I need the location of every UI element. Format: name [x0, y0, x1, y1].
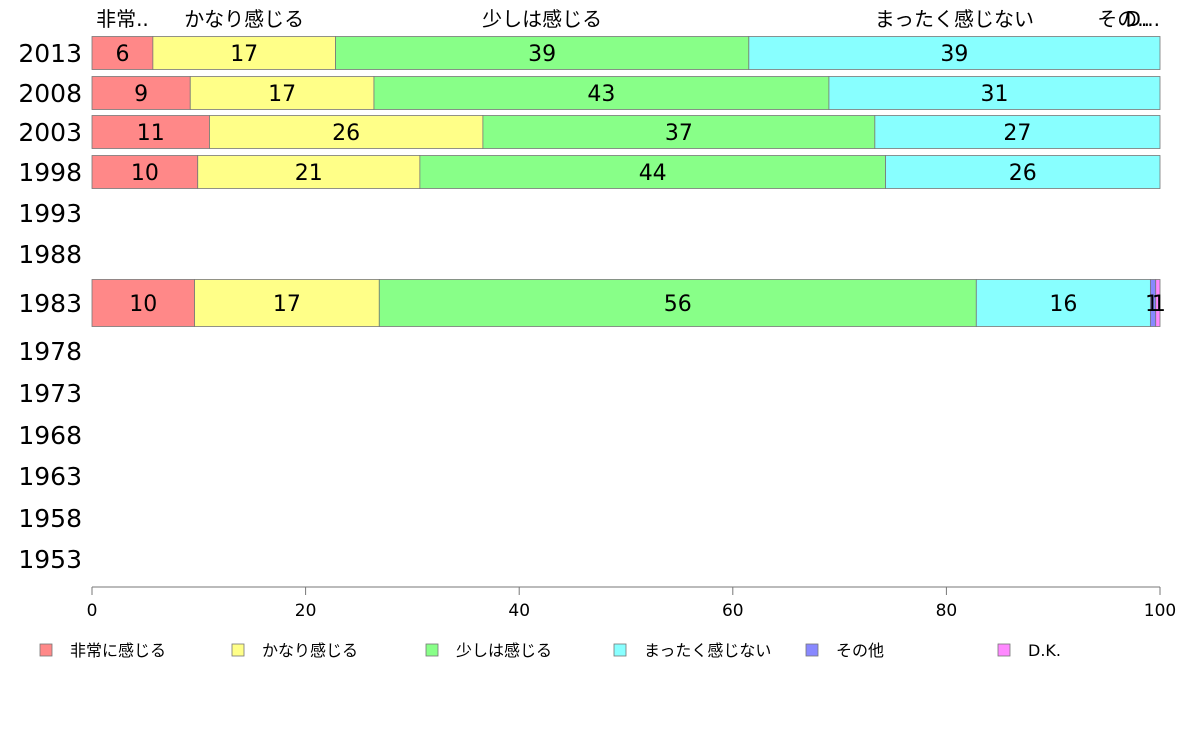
legend-label-1: かなり感じる [262, 641, 358, 660]
bar-2003-series-1 [209, 115, 484, 149]
bar-label-1983-series-2: 56 [664, 292, 692, 317]
bar-1983-series-2 [378, 279, 977, 327]
x-tick-label-20: 20 [295, 601, 317, 621]
bar-label-2003-series-2: 37 [665, 121, 693, 146]
legend: 非常に感じる かなり感じる 少しは感じる まったく感じない その他 D.K. [39, 641, 1061, 660]
top-label-5: D... [1126, 7, 1160, 31]
year-label-1983: 1983 [18, 289, 82, 318]
year-labels: 2013 2008 2003 1998 1993 1988 1983 1978 1973 1968… [18, 39, 82, 574]
year-label-1963: 1963 [18, 462, 82, 491]
legend-label-3: まったく感じない [644, 641, 771, 660]
x-tick-label-40: 40 [508, 601, 530, 621]
legend-swatch-0 [39, 643, 53, 657]
bar-label-1983-series-3: 16 [1049, 292, 1077, 317]
top-label-3: まったく感じない [875, 7, 1034, 31]
legend-label-4: その他 [836, 641, 884, 660]
bar-2003-series-2 [482, 115, 876, 149]
year-label-1968: 1968 [18, 421, 82, 450]
x-tick-label-80: 80 [936, 601, 958, 621]
x-tick-label-0: 0 [87, 601, 98, 621]
year-label-1998: 1998 [18, 158, 82, 187]
bar-1998-series-3 [885, 155, 1161, 189]
legend-label-0: 非常に感じる [70, 641, 166, 660]
bar-2003-series-0 [91, 115, 210, 149]
year-label-1953: 1953 [18, 545, 82, 574]
bar-label-2003-series-0: 11 [137, 121, 165, 146]
bar-2013-series-1 [152, 36, 336, 70]
bar-label-2013-series-3: 39 [940, 42, 968, 67]
bar-2008-series-1 [189, 76, 375, 110]
bar-label-2008-series-1: 17 [268, 82, 296, 107]
bar-2013-series-2 [335, 36, 750, 70]
x-tick-label-60: 60 [722, 601, 744, 621]
bar-label-2008-series-0: 9 [134, 82, 148, 107]
year-label-1978: 1978 [18, 337, 82, 366]
x-tick-label-100: 100 [1144, 601, 1176, 621]
year-label-2013: 2013 [18, 39, 82, 68]
bar-1998-series-0 [91, 155, 199, 189]
bar-label-2013-series-1: 17 [230, 42, 258, 67]
bar-1983-series-0 [91, 279, 195, 327]
top-label-2: 少しは感じる [482, 7, 602, 31]
bar-label-2008-series-2: 43 [587, 82, 615, 107]
year-label-1988: 1988 [18, 240, 82, 269]
bar-1998-series-2 [419, 155, 886, 189]
bar-label-1998-series-3: 26 [1009, 161, 1037, 186]
legend-swatch-1 [231, 643, 245, 657]
bar-2013-series-3 [748, 36, 1161, 70]
legend-swatch-2 [425, 643, 439, 657]
legend-label-2: 少しは感じる [456, 641, 552, 660]
bar-label-1983-series-5: 1 [1152, 292, 1166, 317]
bar-2008-series-2 [373, 76, 830, 110]
bar-2013-series-0 [91, 36, 154, 70]
year-label-2008: 2008 [18, 79, 82, 108]
bar-label-1998-series-2: 44 [639, 161, 667, 186]
bar-label-2013-series-2: 39 [528, 42, 556, 67]
bar-label-1998-series-1: 21 [295, 161, 323, 186]
bar-label-2008-series-3: 31 [980, 82, 1008, 107]
bar-2008-series-0 [91, 76, 191, 110]
bar-1983-series-5 [1155, 279, 1161, 327]
legend-swatch-4 [805, 643, 819, 657]
bar-label-1983-series-1: 17 [273, 292, 301, 317]
bar-label-2013-series-0: 6 [115, 42, 129, 67]
top-label-4: その.. [1097, 7, 1150, 31]
bar-1983-series-1 [194, 279, 380, 327]
bar-label-1998-series-0: 10 [131, 161, 159, 186]
year-label-2003: 2003 [18, 118, 82, 147]
bar-2003-series-3 [874, 115, 1161, 149]
legend-label-5: D.K. [1028, 641, 1061, 660]
year-label-1958: 1958 [18, 504, 82, 533]
bar-1983-series-3 [975, 279, 1151, 327]
year-label-1993: 1993 [18, 199, 82, 228]
x-axis: 0 20 40 60 80 100 [87, 586, 1176, 621]
year-label-1973: 1973 [18, 379, 82, 408]
bar-2008-series-3 [828, 76, 1161, 110]
bar-label-2003-series-3: 27 [1003, 121, 1031, 146]
bar-label-1983-series-0: 10 [129, 292, 157, 317]
legend-swatch-3 [613, 643, 627, 657]
bar-1998-series-1 [197, 155, 421, 189]
bar-label-2003-series-1: 26 [332, 121, 360, 146]
top-series-labels: 非常.. かなり感じる 少しは感じる まったく感じない その..D... [96, 7, 1160, 31]
top-label-0: 非常.. [96, 7, 149, 31]
top-label-1: かなり感じる [184, 7, 304, 31]
legend-swatch-5 [997, 643, 1011, 657]
